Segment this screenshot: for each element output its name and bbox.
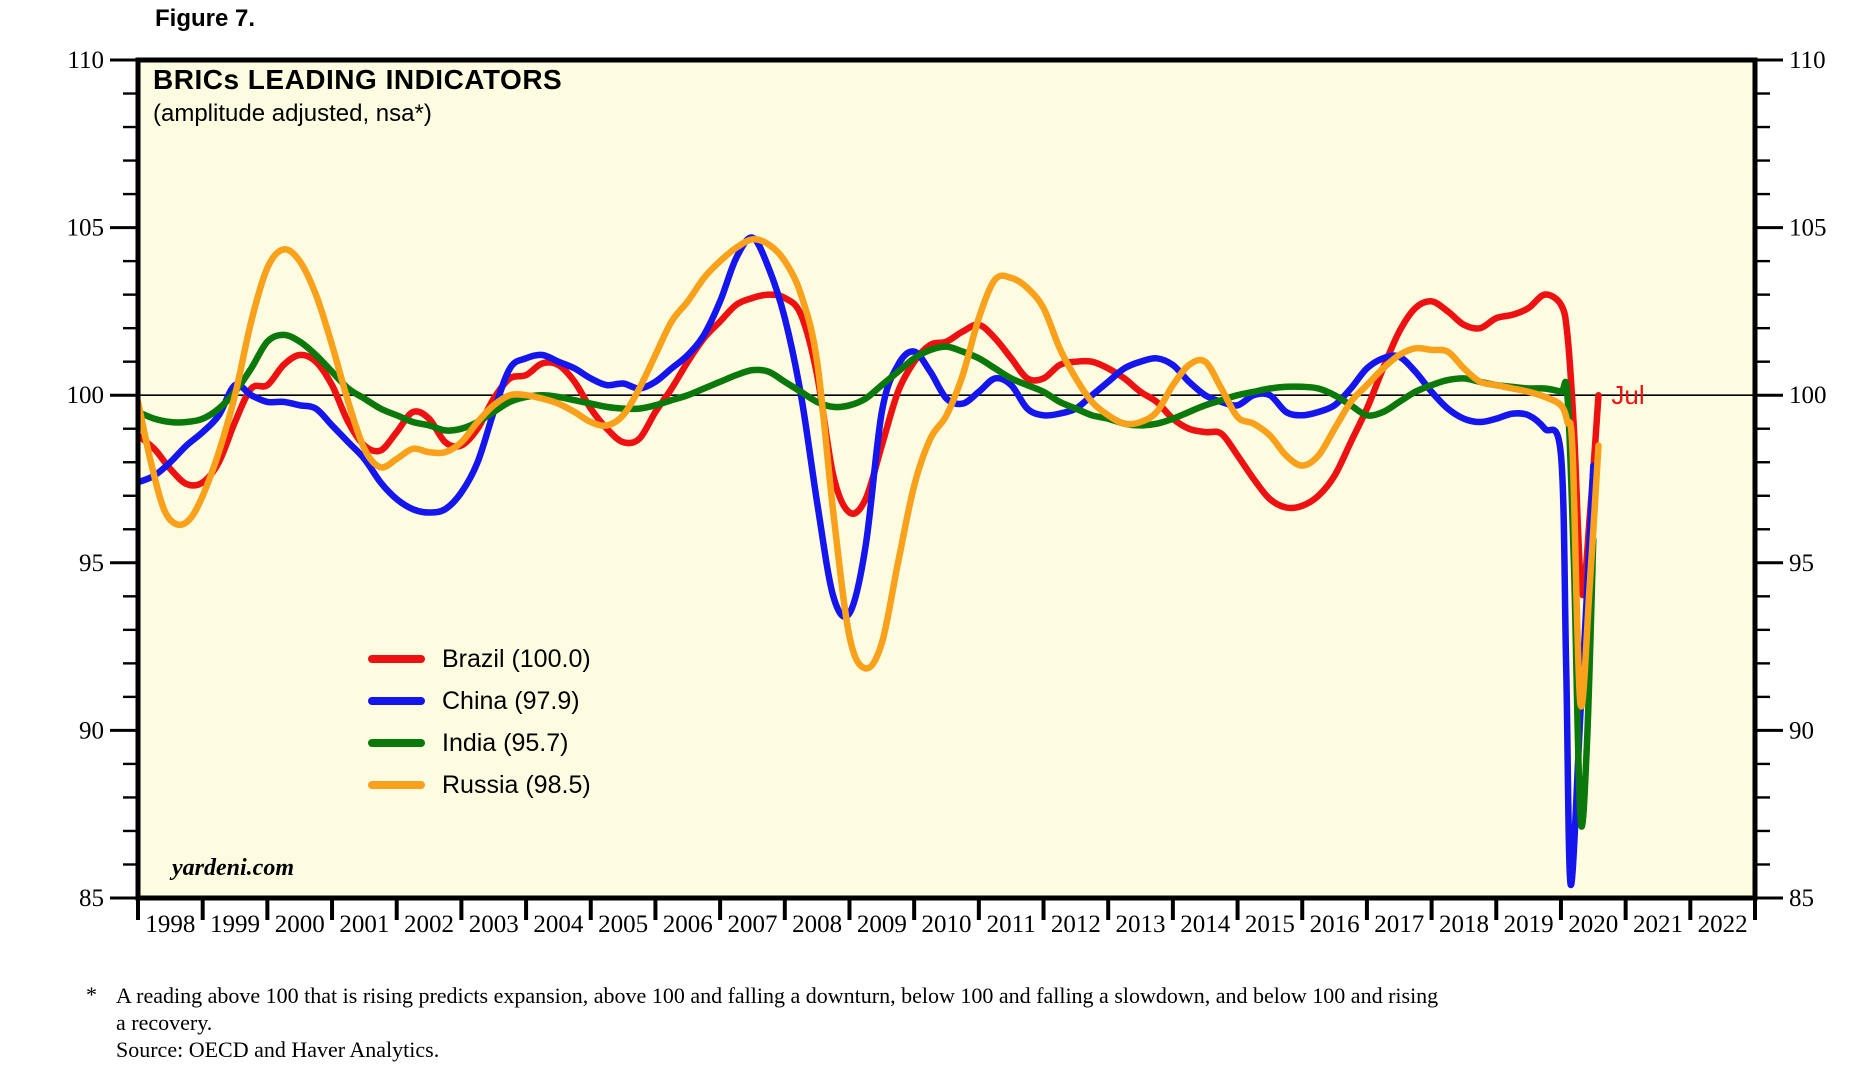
y-tick-label-right: 95 [1789, 550, 1814, 577]
x-tick-label: 2014 [1180, 911, 1231, 938]
x-tick-label: 2001 [339, 911, 389, 938]
legend-swatch-china [368, 697, 425, 705]
legend-item-india: India (95.7) [368, 722, 591, 764]
x-tick-label: 2019 [1504, 911, 1554, 938]
legend-item-russia: Russia (98.5) [368, 764, 591, 806]
x-tick-label: 2018 [1439, 911, 1489, 938]
x-tick-label: 2009 [857, 911, 907, 938]
legend-swatch-brazil [368, 655, 425, 663]
x-tick-label: 2017 [1374, 911, 1424, 938]
y-tick-label-left: 90 [79, 717, 104, 744]
y-tick-label-right: 85 [1789, 885, 1814, 912]
y-tick-label-left: 100 [67, 382, 105, 409]
x-tick-label: 1999 [210, 911, 260, 938]
legend-label-india: India (95.7) [442, 728, 569, 757]
x-tick-label: 2008 [792, 911, 842, 938]
x-tick-label: 2005 [598, 911, 648, 938]
legend-item-china: China (97.9) [368, 680, 591, 722]
x-tick-label: 2015 [1245, 911, 1295, 938]
annotation-jul: Jul [1611, 380, 1644, 410]
series-lines [138, 234, 1602, 888]
legend-label-russia: Russia (98.5) [442, 770, 591, 799]
legend-label-china: China (97.9) [442, 686, 580, 715]
brazil-line [138, 291, 1602, 599]
x-tick-label: 2020 [1568, 911, 1618, 938]
chart-canvas: 85 85 90 90 95 95 100 100 105 105 110 110 1998 1999 20… [67, 47, 1827, 938]
x-tick-label: 2021 [1633, 911, 1683, 938]
x-tick-label: 2022 [1698, 911, 1748, 938]
plot-area [138, 60, 1755, 898]
footnote-asterisk: * [86, 982, 97, 1007]
x-tick-label: 2012 [1051, 911, 1101, 938]
figure-label: Figure 7. [155, 5, 256, 32]
y-tick-label-left: 110 [67, 47, 104, 74]
y-tick-label-right: 105 [1789, 215, 1827, 242]
x-tick-label: 2004 [533, 911, 584, 938]
y-tick-label-left: 85 [79, 885, 104, 912]
x-tick-label: 2007 [727, 911, 777, 938]
russia-line [138, 235, 1602, 710]
x-tick-label: 1998 [145, 911, 195, 938]
legend-swatch-russia [368, 781, 425, 789]
footnote-line-1: A reading above 100 that is rising predi… [116, 983, 1439, 1008]
axis-ticks: 85 85 90 90 95 95 100 100 105 105 110 110 1998 1999 20… [67, 47, 1827, 938]
y-tick-label-right: 100 [1789, 382, 1827, 409]
india-line [138, 331, 1597, 830]
y-tick-label-left: 105 [67, 215, 105, 242]
chart-frame [135, 57, 1758, 901]
footnote: * A reading above 100 that is rising pre… [86, 982, 1438, 1063]
legend-label-brazil: Brazil (100.0) [442, 644, 591, 673]
chart-subtitle: (amplitude adjusted, nsa*) [153, 100, 432, 127]
x-tick-label: 2011 [987, 911, 1036, 938]
watermark: yardeni.com [172, 855, 294, 881]
chart-title: BRICs LEADING INDICATORS [153, 64, 563, 95]
x-tick-label: 2016 [1310, 911, 1360, 938]
x-tick-label: 2010 [922, 911, 972, 938]
y-tick-label-right: 90 [1789, 717, 1814, 744]
x-tick-label: 2013 [1116, 911, 1166, 938]
legend: Brazil (100.0) China (97.9) India (95.7)… [368, 638, 591, 806]
x-tick-label: 2002 [404, 911, 454, 938]
footnote-text: A reading above 100 that is rising predi… [116, 982, 1438, 1063]
footnote-source: Source: OECD and Haver Analytics. [116, 1037, 440, 1062]
y-tick-label-left: 95 [79, 550, 104, 577]
x-tick-label: 2003 [469, 911, 519, 938]
x-tick-label: 2000 [275, 911, 325, 938]
footnote-line-2: a recovery. [116, 1010, 213, 1035]
x-tick-label: 2006 [663, 911, 713, 938]
legend-swatch-india [368, 739, 425, 747]
y-tick-label-right: 110 [1789, 47, 1826, 74]
legend-item-brazil: Brazil (100.0) [368, 638, 591, 680]
